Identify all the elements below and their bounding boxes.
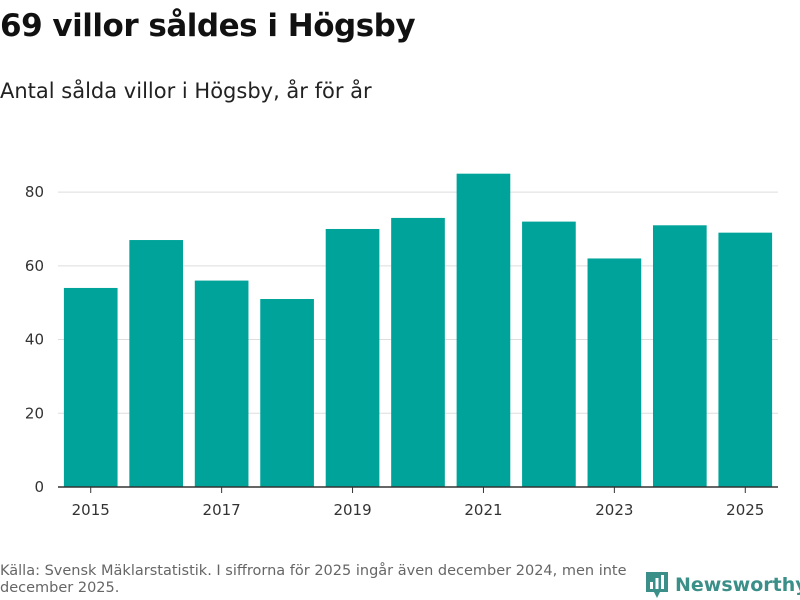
bar-2023: 2023: 62: [587, 258, 642, 487]
bar-2019: 2019: 70: [325, 228, 380, 487]
y-tick-label: 60: [25, 257, 44, 275]
x-tick-label: 2019: [333, 501, 371, 519]
source-note: Källa: Svensk Mäklarstatistik. I siffror…: [0, 563, 627, 596]
brand-name: Newsworthy: [675, 574, 800, 596]
x-tick-label: 2015: [72, 501, 110, 519]
x-axis-ticks: 2015 2017 2019 2021 2023 2025: [72, 487, 764, 519]
newsworthy-logo-icon: [646, 572, 668, 598]
bar-2015: 2015: 54: [63, 287, 118, 487]
bar-2025: 2025: 69: [718, 232, 773, 487]
bar-2017: 2017: 56: [194, 280, 249, 487]
x-tick-label: 2023: [595, 501, 633, 519]
x-tick-label: 2021: [464, 501, 502, 519]
y-tick-label: 20: [25, 404, 44, 422]
y-axis-ticks: 0 20 40 60 80: [25, 183, 44, 496]
bar-2021: 2021: 85: [456, 173, 511, 488]
bar-2024: 2024: 71: [652, 225, 707, 487]
bar-2016: 2016: 67: [129, 240, 184, 487]
bar-2020: 2020: 73: [391, 217, 445, 487]
bar-2018: 2018: 51: [260, 299, 314, 487]
y-tick-label: 40: [25, 331, 44, 349]
chart-subtitle: Antal sålda villor i Högsby, år för år: [0, 79, 372, 103]
x-tick-label: 2017: [203, 501, 241, 519]
bar-2022: 2022: 72: [522, 221, 576, 487]
y-tick-label: 80: [25, 183, 44, 201]
y-tick-label: 0: [34, 478, 44, 496]
brand-logo[interactable]: Newsworthy: [645, 570, 800, 600]
bar-chart: 2015: 542016: 672017: 562018: 512019: 70…: [25, 173, 778, 519]
chart-title: 69 villor såldes i Högsby: [0, 8, 416, 44]
x-tick-label: 2025: [726, 501, 764, 519]
bars: 2015: 542016: 672017: 562018: 512019: 70…: [63, 173, 773, 488]
